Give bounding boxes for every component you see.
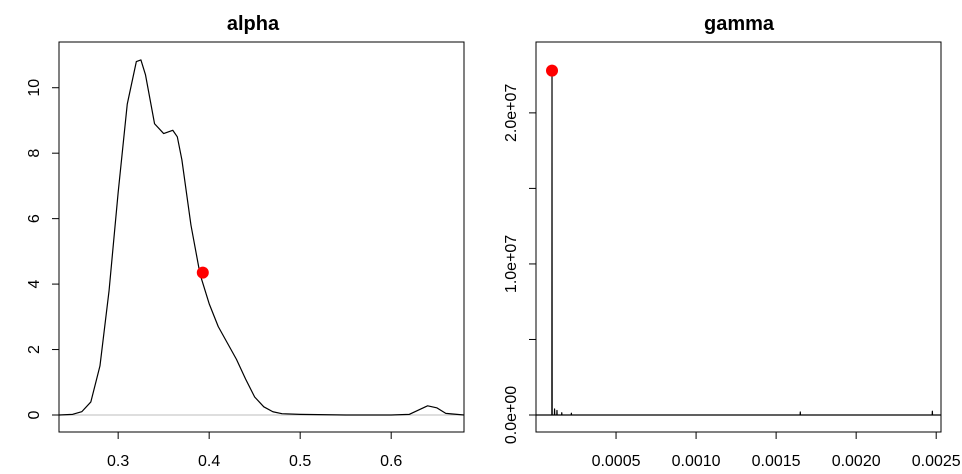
gamma-panel: gamma 0.0005 0.0010 0.0015 0.0020 0.0025 0.0…	[503, 13, 961, 470]
gamma-x-tick-label: 0.0020	[832, 453, 881, 470]
alpha-y-tick-label: 2	[26, 345, 43, 354]
alpha-y-axis: 0 2 4 6 8 10	[26, 79, 60, 419]
alpha-x-tick-label: 0.5	[289, 453, 311, 470]
gamma-x-tick-label: 0.0015	[752, 453, 801, 470]
alpha-plot-frame	[58, 41, 465, 433]
alpha-panel: alpha 0.3 0.4 0.5 0.6 0 2 4 6 8 10	[26, 13, 465, 470]
gamma-x-tick-label: 0.0025	[912, 453, 961, 470]
gamma-y-tick-label: 1.0e+07	[503, 235, 520, 293]
alpha-y-tick-label: 10	[26, 79, 43, 97]
alpha-y-tick-label: 4	[26, 280, 43, 289]
gamma-x-tick-label: 0.0010	[672, 453, 721, 470]
alpha-x-tick-label: 0.3	[107, 453, 129, 470]
gamma-y-tick-label: 2.0e+07	[503, 84, 520, 142]
alpha-x-tick-label: 0.4	[198, 453, 220, 470]
gamma-x-tick-label: 0.0005	[592, 453, 641, 470]
gamma-x-axis: 0.0005 0.0010 0.0015 0.0020 0.0025	[592, 431, 961, 470]
alpha-title: alpha	[227, 13, 280, 35]
alpha-y-tick-label: 6	[26, 214, 43, 223]
gamma-point-marker	[546, 64, 559, 77]
gamma-density-line	[536, 69, 941, 416]
gamma-title: gamma	[704, 13, 775, 35]
alpha-y-tick-label: 0	[26, 410, 43, 419]
alpha-y-tick-label: 8	[26, 149, 43, 158]
gamma-y-axis: 0.0e+00 1.0e+07 2.0e+07	[503, 84, 537, 444]
alpha-x-tick-label: 0.6	[380, 453, 402, 470]
gamma-plot-frame	[535, 41, 942, 433]
gamma-y-tick-label: 0.0e+00	[503, 386, 520, 444]
alpha-point-marker	[196, 266, 209, 279]
alpha-x-axis: 0.3 0.4 0.5 0.6	[107, 431, 402, 470]
alpha-density-line	[58, 59, 465, 416]
